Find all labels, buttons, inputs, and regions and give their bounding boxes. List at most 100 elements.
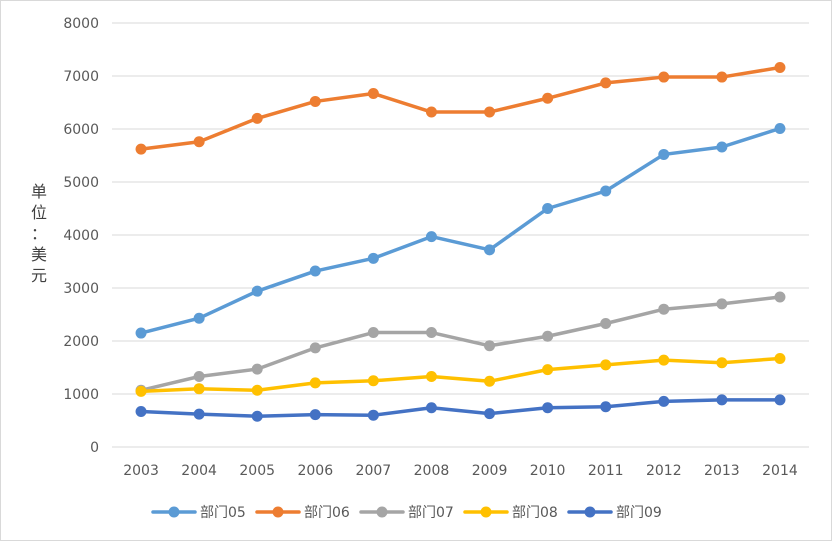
data-point xyxy=(542,364,554,376)
data-point xyxy=(658,148,670,160)
series-line xyxy=(139,295,782,393)
data-point xyxy=(425,402,437,414)
legend-marker xyxy=(272,506,284,518)
data-point xyxy=(716,141,728,153)
data-point xyxy=(716,298,728,310)
series-line xyxy=(139,65,782,151)
data-point xyxy=(193,371,205,383)
data-point xyxy=(600,401,612,413)
data-point xyxy=(193,312,205,324)
y-tick-label: 8000 xyxy=(63,16,99,32)
x-tick-label: 2004 xyxy=(181,463,217,479)
legend-item: 部门09 xyxy=(567,505,662,521)
y-tick-label: 3000 xyxy=(63,281,99,297)
legend-label: 部门06 xyxy=(304,505,350,521)
series-5 xyxy=(135,394,786,422)
data-point xyxy=(193,408,205,420)
data-point xyxy=(367,87,379,99)
x-tick-label: 2008 xyxy=(414,463,450,479)
data-point xyxy=(658,303,670,315)
data-point xyxy=(309,377,321,389)
data-point xyxy=(367,409,379,421)
data-point xyxy=(774,122,786,134)
x-tick-label: 2009 xyxy=(472,463,508,479)
data-point xyxy=(367,375,379,387)
data-point xyxy=(658,395,670,407)
legend-label: 部门09 xyxy=(616,505,662,521)
data-point xyxy=(600,77,612,89)
data-point xyxy=(774,352,786,364)
legend-item: 部门06 xyxy=(255,505,350,521)
data-point xyxy=(251,384,263,396)
x-tick-label: 2007 xyxy=(356,463,392,479)
data-point xyxy=(658,71,670,83)
data-point xyxy=(135,405,147,417)
legend-item: 部门05 xyxy=(151,505,246,521)
data-point xyxy=(542,92,554,104)
x-tick-label: 2003 xyxy=(123,463,159,479)
data-point xyxy=(542,402,554,414)
series-2 xyxy=(135,62,786,155)
series-1 xyxy=(135,122,786,339)
data-point xyxy=(193,136,205,148)
data-point xyxy=(135,385,147,397)
legend-marker xyxy=(376,506,388,518)
data-point xyxy=(600,359,612,371)
y-axis-title: 单位：美元 xyxy=(31,182,47,285)
data-point xyxy=(600,185,612,197)
y-tick-label: 6000 xyxy=(63,122,99,138)
y-tick-label: 0 xyxy=(90,440,99,456)
x-tick-label: 2010 xyxy=(530,463,566,479)
data-point xyxy=(309,342,321,354)
data-point xyxy=(425,327,437,339)
data-point xyxy=(484,375,496,387)
data-point xyxy=(309,265,321,277)
data-point xyxy=(367,252,379,264)
legend-label: 部门05 xyxy=(200,505,246,521)
gridlines xyxy=(112,22,809,448)
x-tick-label: 2005 xyxy=(239,463,275,479)
data-point xyxy=(135,143,147,155)
series-line xyxy=(139,126,782,335)
data-point xyxy=(716,394,728,406)
x-tick-label: 2013 xyxy=(704,463,740,479)
y-tick-label: 4000 xyxy=(63,228,99,244)
data-point xyxy=(193,383,205,395)
data-point xyxy=(716,71,728,83)
y-tick-label: 7000 xyxy=(63,69,99,85)
data-point xyxy=(135,327,147,339)
legend-label: 部门07 xyxy=(408,505,454,521)
data-point xyxy=(542,330,554,342)
x-tick-label: 2014 xyxy=(762,463,798,479)
series-lines xyxy=(135,62,786,422)
data-point xyxy=(251,285,263,297)
y-axis-tick-labels: 0 1000 2000 3000 4000 5000 6000 7000 8000 xyxy=(63,16,99,456)
data-point xyxy=(251,363,263,375)
data-point xyxy=(251,410,263,422)
data-point xyxy=(251,112,263,124)
legend: 部门05 部门06 部门07 部门08 部门09 xyxy=(151,505,662,521)
series-line xyxy=(139,398,782,419)
series-3 xyxy=(135,291,786,396)
y-tick-label: 1000 xyxy=(63,387,99,403)
series-4 xyxy=(135,352,786,397)
y-tick-label: 5000 xyxy=(63,175,99,191)
legend-marker xyxy=(168,506,180,518)
x-tick-label: 2006 xyxy=(297,463,333,479)
data-point xyxy=(774,291,786,303)
data-point xyxy=(309,409,321,421)
series-line xyxy=(139,356,782,394)
x-tick-label: 2012 xyxy=(646,463,682,479)
data-point xyxy=(716,357,728,369)
data-point xyxy=(484,340,496,352)
data-point xyxy=(542,203,554,214)
data-point xyxy=(425,106,437,118)
legend-label: 部门08 xyxy=(512,505,558,521)
y-tick-label: 2000 xyxy=(63,334,99,350)
data-point xyxy=(309,95,321,107)
data-point xyxy=(658,354,670,366)
legend-marker xyxy=(584,506,596,518)
x-axis-tick-labels: 2003 2004 2005 2006 2007 2008 2009 2010 2011 2012… xyxy=(123,463,798,479)
